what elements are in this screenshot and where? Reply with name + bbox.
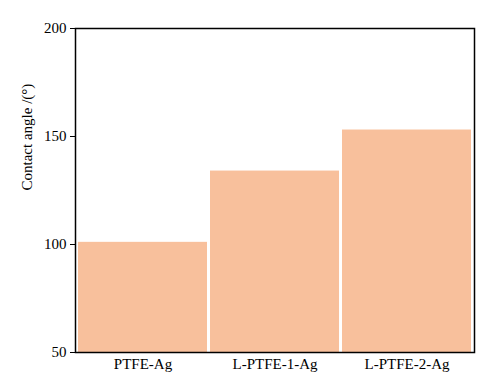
svg-text:100: 100 — [44, 236, 67, 252]
svg-text:Contact angle /(°): Contact angle /(°) — [19, 84, 36, 191]
svg-text:PTFE-Ag: PTFE-Ag — [114, 356, 173, 372]
svg-text:150: 150 — [44, 128, 67, 144]
svg-text:L-PTFE-1-Ag: L-PTFE-1-Ag — [233, 356, 318, 372]
svg-text:50: 50 — [52, 344, 67, 360]
svg-text:200: 200 — [44, 20, 67, 36]
svg-text:L-PTFE-2-Ag: L-PTFE-2-Ag — [365, 356, 450, 372]
